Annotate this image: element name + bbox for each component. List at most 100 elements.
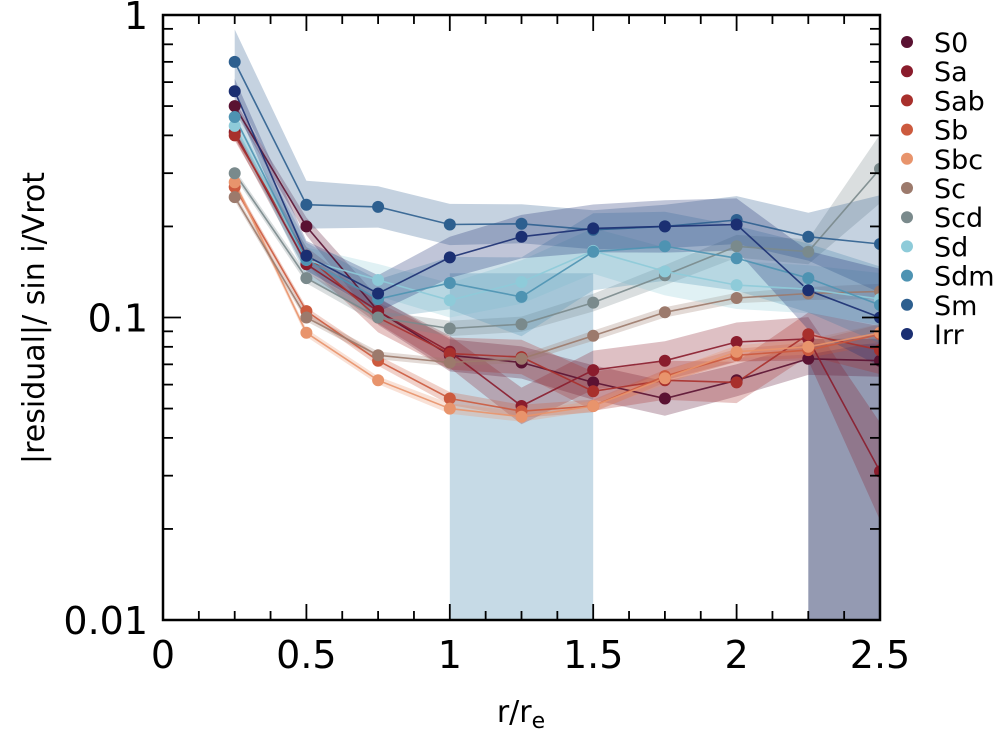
point-sab-5 — [587, 385, 600, 398]
point-sab-8 — [802, 328, 815, 341]
point-scd-9 — [874, 162, 880, 175]
legend-label-sd: Sd — [934, 232, 968, 263]
point-irr-1 — [300, 249, 313, 262]
y-axis-label: |residual|/ sin i/Vrot — [17, 172, 52, 464]
y-tick-label: 0.01 — [63, 599, 148, 643]
legend-marker-sb — [901, 123, 913, 136]
legend-marker-sbc — [901, 152, 913, 165]
legend-label-scd: Scd — [934, 203, 983, 234]
point-s0-0 — [228, 100, 241, 113]
point-sc-0 — [228, 191, 241, 204]
point-sm-0 — [228, 55, 241, 68]
y-tick-label: 1 — [124, 0, 148, 38]
line-s0 — [234, 105, 880, 400]
band-sab — [234, 130, 880, 411]
point-sbc-2 — [372, 374, 385, 387]
legend-label-sdm: Sdm — [934, 262, 995, 293]
point-sbc-8 — [802, 340, 815, 353]
point-sm-2 — [372, 200, 385, 213]
line-scd — [234, 168, 880, 330]
legend-label-sa: Sa — [934, 57, 968, 88]
point-scd-2 — [372, 311, 385, 324]
point-sc-6 — [658, 306, 671, 319]
point-sc-2 — [372, 349, 385, 362]
x-tick-label: 0.5 — [276, 633, 336, 677]
point-sa-5 — [587, 364, 600, 377]
band-sd — [234, 115, 880, 326]
point-scd-1 — [300, 272, 313, 285]
point-sab-3 — [443, 347, 456, 360]
x-axis-label-main: r/r — [497, 695, 532, 730]
point-s0-1 — [300, 220, 313, 233]
legend-marker-s0 — [901, 36, 913, 48]
point-sdm-7 — [730, 252, 743, 265]
legend-marker-sa — [901, 65, 913, 78]
point-sbc-9 — [874, 326, 880, 339]
x-tick-label: 0 — [151, 633, 175, 677]
legend-marker-scd — [901, 211, 913, 224]
point-sa-7 — [730, 336, 743, 348]
point-s0-6 — [658, 392, 671, 405]
shaded-region-1 — [808, 338, 880, 620]
line-sdm — [233, 116, 880, 306]
line-sbc — [233, 181, 880, 418]
point-sbc-5 — [587, 400, 600, 412]
point-sbc-3 — [443, 402, 456, 415]
tick-labels: 0 0.5 1 1.5 2 2.5 0.01 0.1 1 — [63, 0, 910, 677]
legend-label-sab: Sab — [934, 86, 985, 117]
point-irr-4 — [515, 230, 528, 243]
legend-label-irr: Irr — [934, 320, 965, 351]
point-sab-7 — [730, 376, 743, 389]
point-sa-6 — [658, 354, 671, 367]
data-points — [228, 55, 880, 478]
point-irr-3 — [443, 251, 456, 264]
point-scd-3 — [443, 322, 456, 335]
legend-label-sbc: Sbc — [934, 145, 983, 176]
point-sa-9 — [874, 465, 880, 478]
x-axis-label: r/re — [497, 695, 545, 733]
point-irr-0 — [228, 85, 241, 98]
legend-marker-irr — [901, 328, 913, 340]
point-sbc-0 — [228, 176, 241, 189]
x-tick-label: 2 — [725, 633, 749, 677]
point-scd-0 — [228, 167, 241, 180]
legend-label-sm: Sm — [934, 291, 977, 322]
point-sdm-9 — [874, 299, 880, 311]
point-sd-4 — [515, 276, 528, 288]
legend-label-sc: Sc — [934, 174, 966, 205]
band-sa — [234, 125, 880, 521]
point-irr-2 — [372, 287, 385, 300]
point-sc-3 — [443, 356, 456, 369]
legend-marker-sd — [901, 240, 913, 253]
legend-marker-sdm — [901, 269, 913, 282]
point-scd-8 — [802, 245, 815, 258]
line-sd — [233, 125, 880, 302]
point-sm-4 — [515, 217, 528, 230]
shaded-region-0 — [449, 273, 594, 620]
point-sm-9 — [874, 238, 880, 250]
point-sd-2 — [372, 274, 385, 286]
point-sd-6 — [658, 265, 671, 278]
point-irr-5 — [587, 222, 600, 235]
point-sb-3 — [443, 392, 456, 405]
point-sbc-7 — [730, 345, 743, 358]
point-sdm-0 — [228, 111, 241, 123]
point-s0-8 — [802, 352, 815, 365]
point-sdm-5 — [587, 245, 600, 258]
line-sm — [233, 61, 880, 245]
point-sd-7 — [730, 279, 743, 292]
point-irr-6 — [658, 220, 671, 233]
x-tick-label: 1.5 — [563, 633, 623, 677]
y-tick-label: 0.1 — [88, 297, 148, 341]
legend-marker-sm — [901, 298, 913, 311]
point-sm-3 — [443, 218, 456, 231]
band-sm — [234, 29, 880, 293]
series-lines — [233, 61, 880, 472]
point-sab-0 — [228, 129, 241, 142]
point-sdm-3 — [443, 277, 456, 289]
point-sc-4 — [515, 352, 528, 365]
x-tick-label: 1 — [438, 633, 462, 677]
point-s0-5 — [587, 376, 600, 389]
